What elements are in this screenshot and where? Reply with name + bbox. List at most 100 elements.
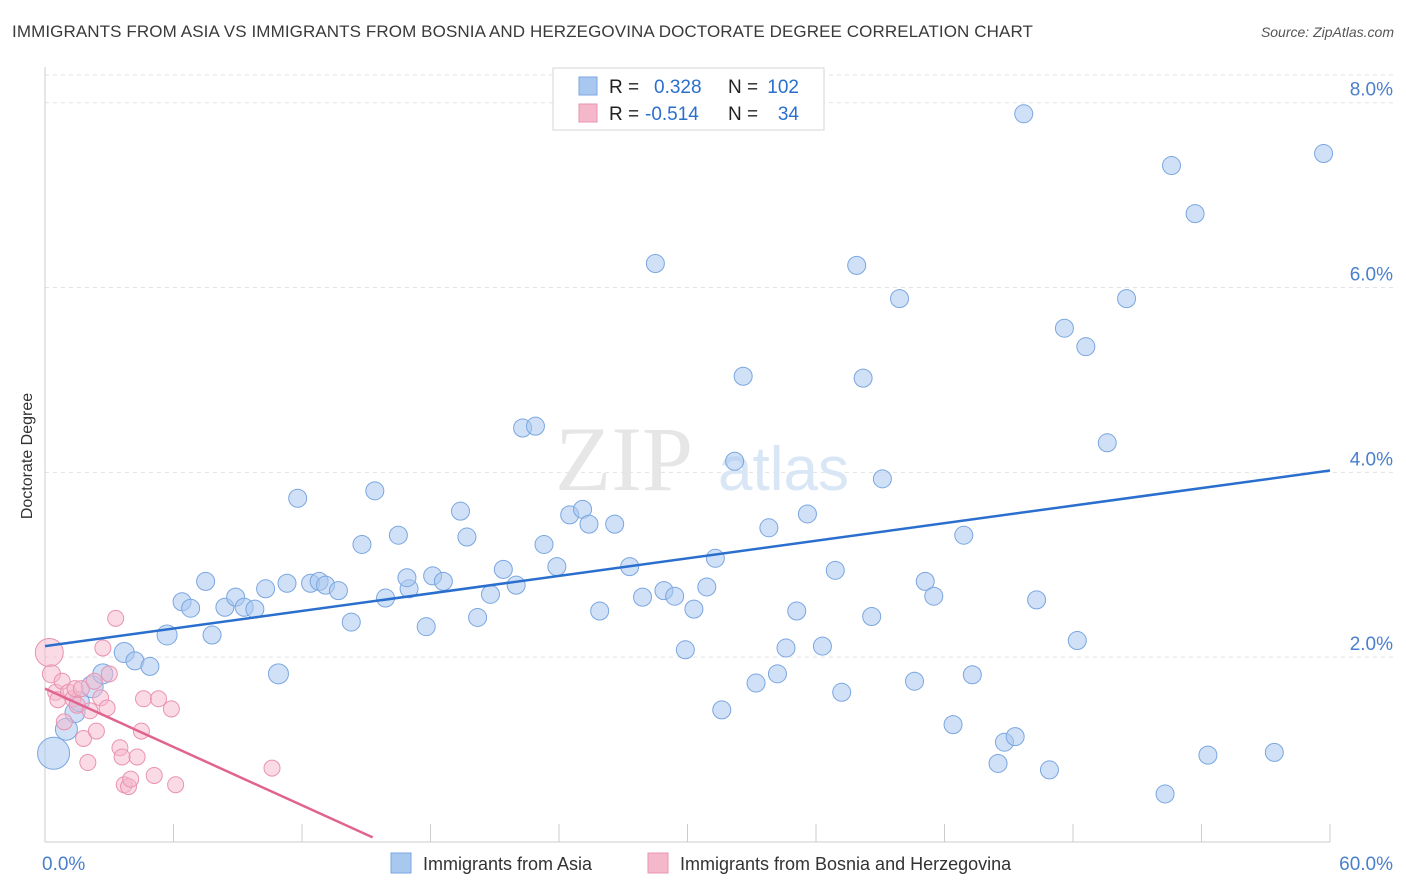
data-point-bosnia <box>122 770 140 788</box>
data-point-asia <box>832 682 852 702</box>
data-point-asia <box>590 601 610 621</box>
data-point-asia <box>943 715 963 735</box>
data-point-bosnia <box>113 748 131 766</box>
stats-r-label-asia: R = <box>609 77 639 98</box>
data-point-asia <box>797 504 817 524</box>
stats-r-value-asia: 0.328 <box>654 77 702 98</box>
data-point-asia <box>962 665 982 685</box>
data-point-asia <box>468 607 488 627</box>
data-point-asia <box>450 501 470 521</box>
data-point-asia <box>388 525 408 545</box>
watermark: ZIP atlas <box>555 408 849 510</box>
data-point-asia <box>1198 745 1218 765</box>
data-point-asia <box>1027 590 1047 610</box>
data-point-asia <box>787 601 807 621</box>
data-point-asia <box>665 586 685 606</box>
data-point-bosnia <box>145 766 163 784</box>
data-point-asia <box>954 525 974 545</box>
data-point-bosnia <box>75 730 93 748</box>
data-point-asia <box>633 587 653 607</box>
series-asia-points <box>37 104 1334 804</box>
data-point-asia <box>267 663 289 685</box>
data-point-bosnia <box>85 672 103 690</box>
stats-r-value-bosnia: -0.514 <box>645 104 699 125</box>
y-tick-label: 4.0% <box>1350 449 1393 470</box>
data-point-bosnia <box>107 609 125 627</box>
data-point-asia <box>341 612 361 632</box>
legend-swatch-bosnia <box>647 852 669 874</box>
data-point-asia <box>684 599 704 619</box>
data-point-asia <box>746 673 766 693</box>
data-point-asia <box>872 469 892 489</box>
data-point-bosnia <box>263 759 281 777</box>
data-point-asia <box>924 586 944 606</box>
data-point-asia <box>352 534 372 554</box>
stats-r-label-bosnia: R = <box>609 104 639 125</box>
data-point-asia <box>1097 433 1117 453</box>
data-point-asia <box>725 451 745 471</box>
stats-legend: R = 0.328 N = 102 R = -0.514 N = 34 <box>552 67 825 131</box>
data-point-asia <box>493 559 513 579</box>
data-point-asia <box>534 534 554 554</box>
watermark-zip: ZIP <box>555 408 693 510</box>
data-point-bosnia <box>55 713 73 731</box>
data-point-asia <box>288 488 308 508</box>
data-point-asia <box>37 736 71 770</box>
y-tick-label: 2.0% <box>1350 634 1393 655</box>
chart-title: IMMIGRANTS FROM ASIA VS IMMIGRANTS FROM … <box>12 22 1034 41</box>
data-point-bosnia <box>100 665 118 683</box>
data-point-asia <box>862 607 882 627</box>
data-point-asia <box>1039 760 1059 780</box>
data-point-asia <box>1185 204 1205 224</box>
data-point-asia <box>825 560 845 580</box>
data-point-asia <box>525 416 545 436</box>
data-point-asia <box>181 598 201 618</box>
data-point-asia <box>1014 104 1034 124</box>
data-point-asia <box>605 514 625 534</box>
axes: 2.0% 4.0% 6.0% 8.0% 0.0% 60.0% <box>42 67 1393 875</box>
data-point-bosnia <box>128 748 146 766</box>
legend-label-asia: Immigrants from Asia <box>423 854 593 874</box>
data-point-asia <box>988 753 1008 773</box>
data-point-asia <box>277 573 297 593</box>
x-tick-label: 0.0% <box>42 854 85 875</box>
data-point-asia <box>506 575 526 595</box>
data-point-asia <box>1076 337 1096 357</box>
source-credit: Source: ZipAtlas.com <box>1260 24 1394 40</box>
legend-label-bosnia: Immigrants from Bosnia and Herzegovina <box>680 854 1012 874</box>
data-point-asia <box>890 289 910 309</box>
data-point-asia <box>1054 318 1074 338</box>
data-point-asia <box>853 368 873 388</box>
data-point-asia <box>433 571 453 591</box>
data-point-asia <box>1264 742 1284 762</box>
stats-legend-swatch-asia <box>578 76 598 96</box>
data-point-bosnia <box>94 639 112 657</box>
data-point-bosnia <box>167 776 185 794</box>
data-point-bosnia <box>162 700 180 718</box>
data-point-bosnia <box>72 680 90 698</box>
data-point-asia <box>1155 784 1175 804</box>
data-point-asia <box>915 571 935 591</box>
data-point-asia <box>712 700 732 720</box>
data-point-asia <box>1162 156 1182 176</box>
stats-n-label-bosnia: N = <box>728 104 758 125</box>
legend-swatch-asia <box>390 852 412 874</box>
y-axis-label: Doctorate Degree <box>19 393 36 519</box>
data-point-asia <box>759 518 779 538</box>
data-point-asia <box>847 255 867 275</box>
stats-n-label-asia: N = <box>728 77 758 98</box>
data-point-asia <box>416 617 436 637</box>
y-tick-label: 8.0% <box>1350 80 1393 101</box>
stats-n-value-asia: 102 <box>767 77 799 98</box>
gridlines <box>45 74 1393 658</box>
data-point-asia <box>776 638 796 658</box>
data-point-bosnia <box>79 754 97 772</box>
data-point-asia <box>457 527 477 547</box>
data-point-asia <box>480 584 500 604</box>
data-point-asia <box>547 557 567 577</box>
data-point-bosnia <box>87 722 105 740</box>
data-point-asia <box>812 636 832 656</box>
data-point-asia <box>579 514 599 534</box>
data-point-asia <box>675 640 695 660</box>
